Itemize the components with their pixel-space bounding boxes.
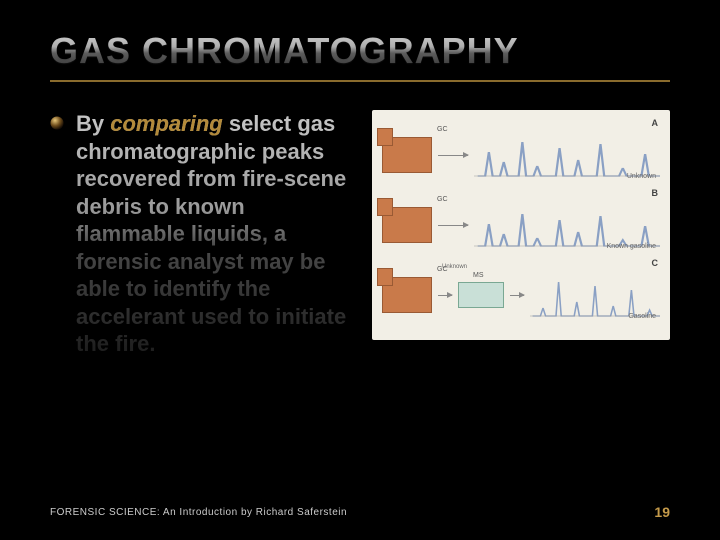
bullet-sphere-icon [50, 116, 66, 358]
peaks-path [478, 214, 660, 246]
gc-label: GC [437, 126, 448, 133]
chromatogram-c: Gasoline [530, 272, 660, 318]
slide: GAS CHROMATOGRAPHY By comparing sele [0, 0, 720, 540]
body-emph: comparing [110, 111, 222, 136]
figure-row-b: GC Known gasoline B [382, 190, 660, 260]
chromatogram-a: Unknown [474, 132, 660, 178]
gc-instrument-icon: GC [382, 277, 432, 313]
gc-instrument-icon: GC [382, 207, 432, 243]
peaks-path [533, 282, 660, 316]
arrow-icon [438, 225, 468, 226]
figure-panel: GC Unknown A GC [372, 110, 670, 340]
gc-instrument-icon: GC [382, 137, 432, 173]
arrow-icon [510, 295, 524, 296]
figure-row-a: GC Unknown A [382, 120, 660, 190]
arrow-icon [438, 155, 468, 156]
unknown-label: Unknown [442, 264, 467, 270]
figure-row-c: GC Unknown MS Gasoline C [382, 260, 660, 330]
gc-label: GC [437, 196, 448, 203]
page-number: 19 [654, 504, 670, 520]
panel-letter: A [652, 118, 659, 128]
body-post: select gas chromatographic peaks recover… [76, 111, 346, 356]
body-pre: By [76, 111, 110, 136]
ms-label: MS [473, 272, 484, 279]
slide-title: GAS CHROMATOGRAPHY [50, 30, 670, 72]
chromatogram-b: Known gasoline [474, 202, 660, 248]
arrow-icon [438, 295, 452, 296]
panel-letter: C [652, 258, 659, 268]
chrom-caption: Unknown [627, 173, 656, 180]
panel-letter: B [652, 188, 659, 198]
content-row: By comparing select gas chromatographic … [50, 110, 670, 358]
footer-attribution: FORENSIC SCIENCE: An Introduction by Ric… [50, 507, 347, 518]
ms-instrument-icon: MS [458, 282, 504, 308]
title-rule [50, 80, 670, 82]
body-text: By comparing select gas chromatographic … [76, 110, 350, 358]
bullet-block: By comparing select gas chromatographic … [50, 110, 350, 358]
chrom-caption: Known gasoline [607, 243, 656, 250]
chrom-caption: Gasoline [628, 313, 656, 320]
peaks-path [478, 142, 660, 176]
